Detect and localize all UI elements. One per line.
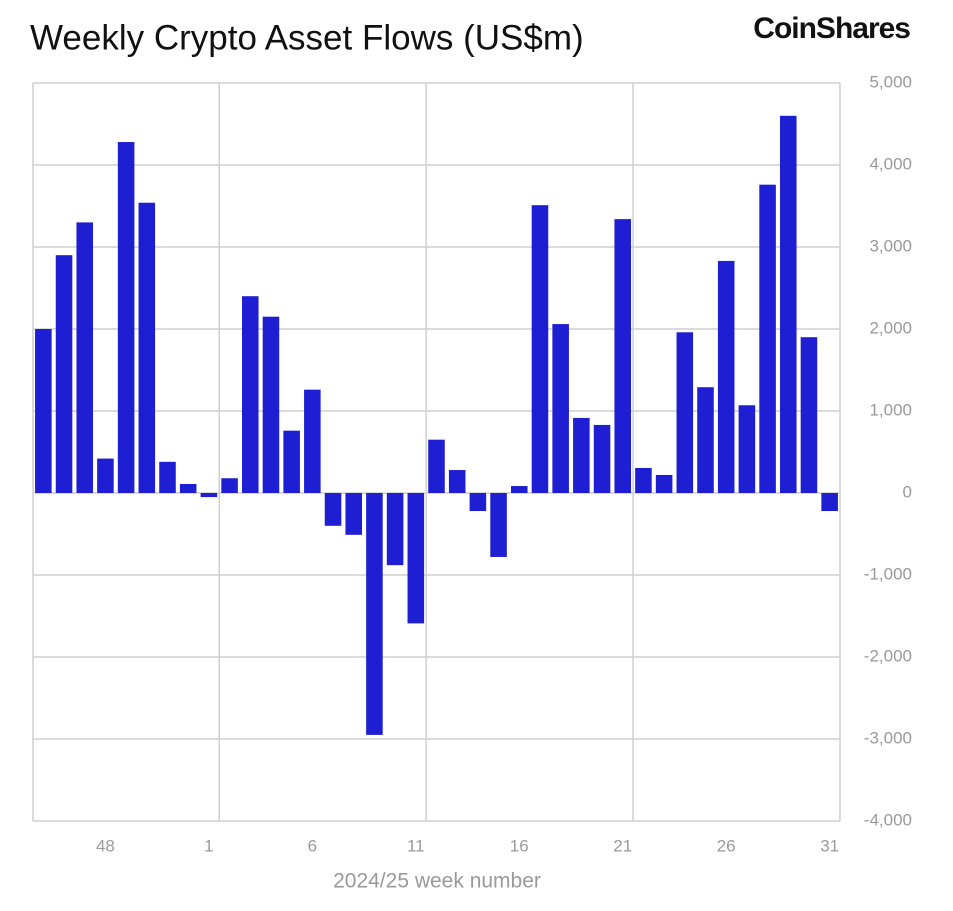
y-tick-label: 0 (903, 482, 912, 501)
bar (697, 387, 714, 493)
bar (241, 296, 259, 493)
bar (55, 255, 73, 493)
y-tick-label: -1,000 (864, 564, 912, 583)
bar (345, 493, 363, 535)
bar (655, 474, 673, 493)
x-tick-label: 16 (510, 836, 529, 855)
x-tick-label: 21 (613, 836, 632, 855)
bar (635, 467, 652, 493)
x-axis-label: 2024/25 week number (333, 870, 541, 893)
bar (448, 470, 466, 493)
x-tick-label: 1 (204, 836, 213, 855)
y-tick-label: 5,000 (869, 72, 912, 91)
bar (821, 493, 838, 512)
bar (593, 424, 611, 493)
bar (779, 115, 797, 494)
bar (138, 202, 156, 493)
bar (324, 493, 342, 526)
bar (531, 205, 549, 493)
bar (179, 483, 197, 493)
bar (428, 439, 445, 493)
bar (676, 332, 694, 493)
bar (386, 493, 404, 566)
x-tick-label: 31 (820, 836, 839, 855)
y-tick-label: -4,000 (864, 810, 912, 829)
bar (759, 184, 776, 493)
bar (97, 458, 114, 493)
bar (552, 324, 569, 493)
x-tick-label: 11 (407, 836, 425, 855)
bar (262, 316, 280, 493)
bar (717, 260, 735, 493)
bar (159, 461, 176, 493)
x-tick-label: 48 (96, 836, 115, 855)
x-tick-label: 6 (308, 836, 317, 855)
bar (614, 219, 632, 493)
chart-title: Weekly Crypto Asset Flows (US$m) (30, 18, 584, 57)
bar (800, 337, 818, 493)
bar (407, 493, 425, 624)
bar (366, 493, 383, 735)
bar (510, 486, 528, 493)
y-tick-label: 3,000 (869, 236, 912, 255)
bar (76, 222, 94, 493)
y-tick-label: 4,000 (869, 154, 912, 173)
bar (573, 417, 590, 493)
y-tick-label: 1,000 (869, 400, 912, 419)
bar (304, 389, 321, 493)
bar (283, 430, 300, 493)
bar (490, 493, 507, 557)
brand-logo: CoinShares (753, 12, 910, 45)
y-tick-label: -3,000 (864, 728, 912, 747)
x-tick-label: 26 (717, 836, 736, 855)
y-tick-label: -2,000 (864, 646, 912, 665)
bar (221, 478, 238, 493)
bar (469, 493, 487, 512)
bar (35, 329, 52, 493)
y-tick-label: 2,000 (869, 318, 912, 337)
bar (738, 405, 756, 493)
bar (117, 142, 135, 494)
bar (200, 493, 218, 498)
